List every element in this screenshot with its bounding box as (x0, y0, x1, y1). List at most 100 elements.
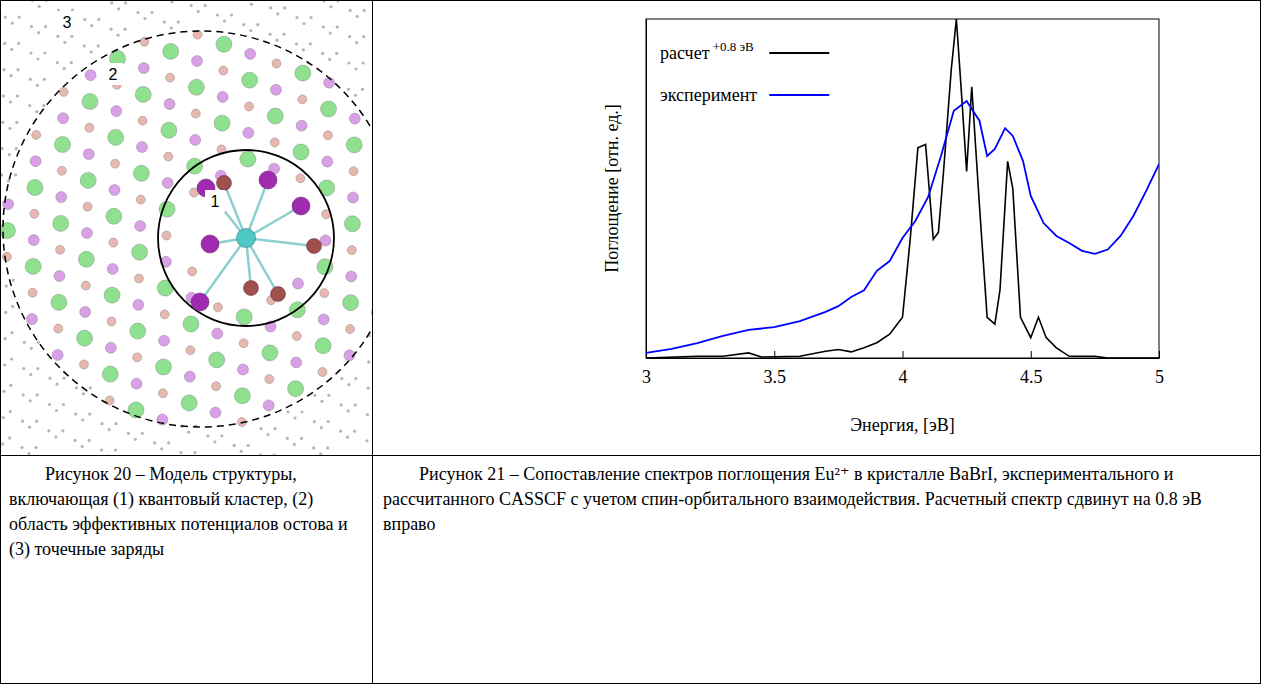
point-charge (266, 433, 269, 436)
atom (134, 274, 143, 283)
atom (349, 167, 358, 176)
point-charge (329, 31, 332, 34)
point-charge (11, 21, 14, 24)
atom (296, 174, 305, 183)
cluster-boundary (158, 150, 334, 326)
atom (322, 156, 333, 167)
point-charge (355, 41, 358, 44)
point-charge (193, 451, 196, 454)
atom (186, 346, 195, 355)
point-charge (190, 4, 193, 7)
atom (32, 130, 41, 139)
point-charge (327, 394, 330, 397)
point-charge (88, 439, 91, 442)
atom (288, 381, 304, 397)
point-charge (335, 52, 338, 55)
atom (109, 238, 118, 247)
atom (58, 113, 69, 124)
spectrum-line (646, 19, 1159, 358)
atom (320, 289, 329, 298)
atom (155, 359, 171, 375)
point-charge (109, 28, 112, 31)
point-charge (16, 94, 19, 97)
ecp-boundary (3, 31, 372, 427)
atom (27, 179, 43, 195)
point-charge (89, 386, 92, 389)
atom (56, 245, 65, 254)
point-charge (100, 422, 103, 425)
atom (267, 108, 283, 124)
point-charge (233, 444, 236, 447)
point-charge (55, 383, 58, 386)
atom (318, 314, 329, 325)
atom (240, 151, 256, 167)
point-charge (347, 409, 350, 412)
point-charge (9, 100, 12, 103)
point-charge (36, 57, 39, 60)
atom (318, 368, 327, 377)
x-tick-label: 5 (1155, 367, 1164, 387)
point-charge (42, 104, 45, 107)
atom (234, 388, 250, 404)
point-charge (81, 419, 84, 422)
point-charge (283, 6, 286, 9)
atom (214, 115, 230, 131)
atom (105, 342, 116, 353)
point-charge (329, 5, 332, 8)
point-charge (83, 18, 86, 21)
x-tick-label: 4.5 (1020, 367, 1043, 387)
plot-frame (646, 19, 1159, 358)
point-charge (10, 331, 13, 334)
atom (82, 93, 98, 109)
atom (163, 43, 179, 59)
point-charge (367, 387, 370, 390)
atom (210, 407, 221, 418)
atom (54, 136, 70, 152)
point-charge (336, 1, 339, 2)
ligand (259, 171, 277, 189)
atom (217, 91, 228, 102)
atom (133, 299, 144, 310)
point-charge (256, 23, 259, 26)
atom (56, 192, 67, 203)
point-charge (141, 432, 144, 435)
atom (130, 323, 146, 339)
point-charge (70, 61, 73, 64)
atom (111, 106, 122, 117)
point-charge (340, 377, 343, 380)
point-charge (5, 285, 8, 288)
atom (104, 287, 120, 303)
point-charge (20, 446, 23, 449)
atom (59, 87, 68, 96)
atom (131, 378, 142, 389)
atom (212, 382, 221, 391)
point-charge (4, 311, 7, 314)
label-ground (103, 63, 123, 85)
point-charge (250, 3, 253, 6)
caption-cell: Рисунок 21 – Сопоставление спектров погл… (373, 456, 1260, 683)
point-charge (74, 439, 77, 442)
point-charge (15, 147, 18, 150)
atom (159, 335, 170, 346)
point-charge (273, 453, 276, 455)
region-label: 1 (205, 190, 225, 212)
point-charge (340, 403, 343, 406)
point-charge (273, 427, 276, 430)
point-charge (160, 447, 163, 450)
atom (133, 353, 142, 362)
atom (85, 123, 94, 132)
point-charge (16, 68, 19, 71)
point-charge (12, 279, 15, 282)
point-charge (54, 435, 57, 438)
point-charge (88, 413, 91, 416)
point-charge (179, 451, 182, 454)
point-charge (319, 452, 322, 455)
atom (28, 235, 39, 246)
point-charge (276, 12, 279, 15)
ligand (292, 197, 310, 215)
spectrum-chart: 33.544.55Энергия, [эВ]Поглощение [отн. е… (373, 1, 1260, 455)
point-charge (349, 9, 352, 12)
point-charge (230, 13, 233, 16)
atom (54, 271, 65, 282)
region-label-text: 2 (109, 66, 118, 83)
